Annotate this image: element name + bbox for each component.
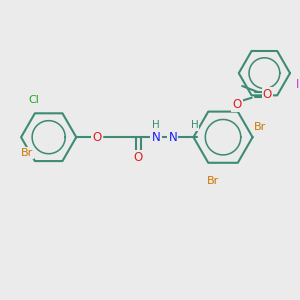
Text: N: N bbox=[168, 131, 177, 144]
Text: O: O bbox=[134, 152, 143, 164]
Text: Br: Br bbox=[254, 122, 267, 132]
Text: Cl: Cl bbox=[28, 95, 39, 105]
Text: Br: Br bbox=[21, 148, 33, 158]
Text: H: H bbox=[190, 120, 198, 130]
Text: I: I bbox=[296, 79, 300, 92]
Text: O: O bbox=[232, 98, 242, 111]
Text: H: H bbox=[152, 120, 160, 130]
Text: N: N bbox=[152, 131, 161, 144]
Text: O: O bbox=[263, 88, 272, 101]
Text: O: O bbox=[92, 131, 102, 144]
Text: Br: Br bbox=[207, 176, 219, 185]
